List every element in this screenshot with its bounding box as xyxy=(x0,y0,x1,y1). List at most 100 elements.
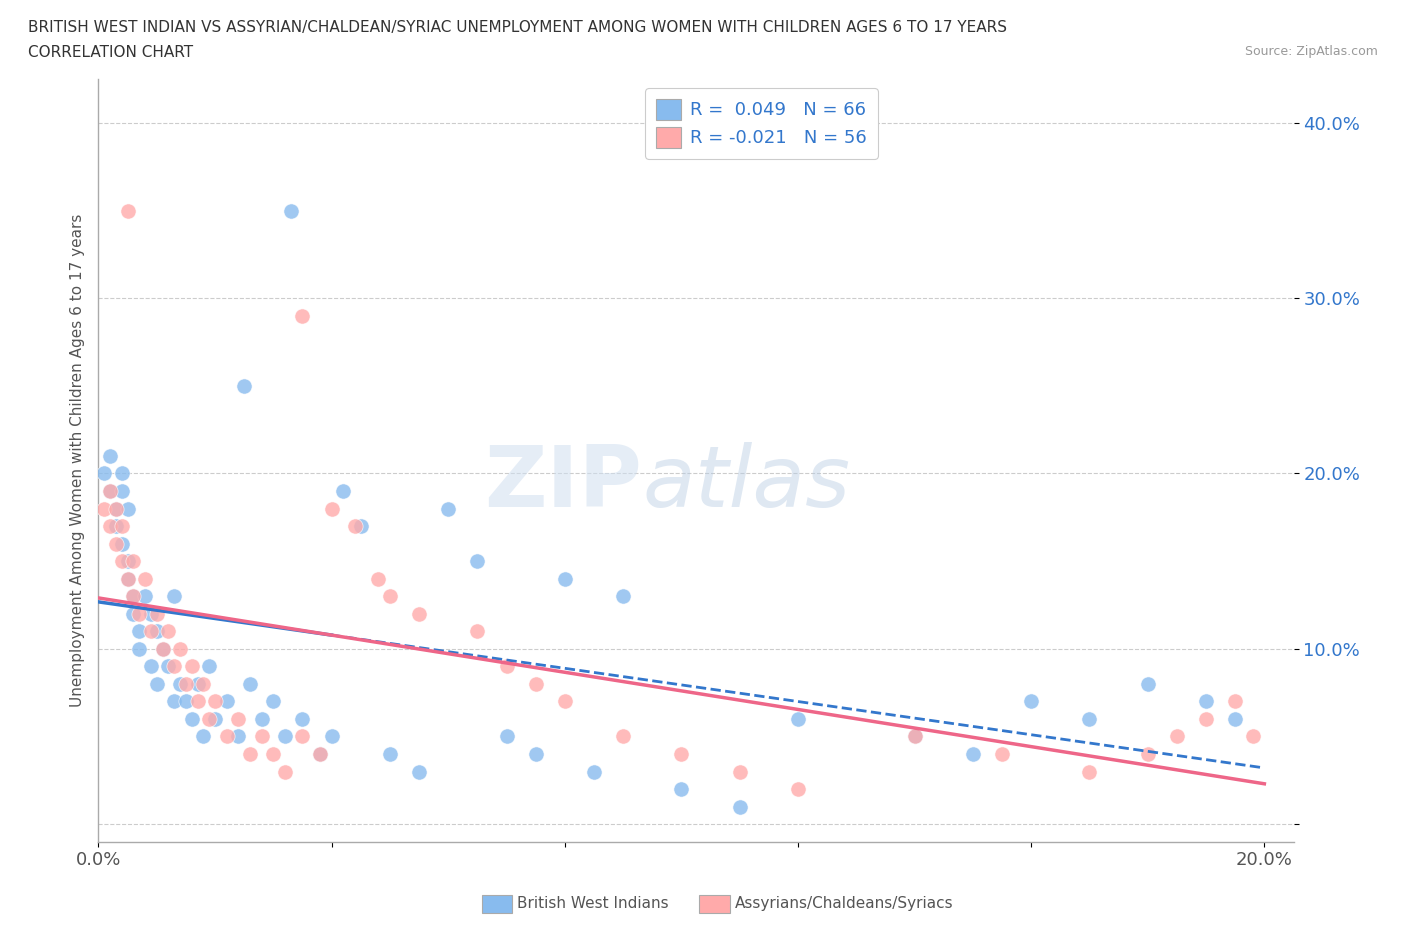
Point xyxy=(104,501,127,516)
Point xyxy=(291,729,314,744)
Point xyxy=(378,747,401,762)
Point xyxy=(408,764,430,779)
Point xyxy=(962,747,984,762)
Point xyxy=(524,747,547,762)
Point xyxy=(169,676,191,691)
Point xyxy=(1195,711,1218,726)
Point xyxy=(728,764,751,779)
Point xyxy=(1019,694,1042,709)
Point xyxy=(117,553,139,568)
Point xyxy=(169,642,191,657)
Point xyxy=(233,379,256,393)
Point xyxy=(250,711,273,726)
Point xyxy=(671,747,693,762)
Point xyxy=(1195,694,1218,709)
Point xyxy=(174,676,197,691)
Point xyxy=(145,624,167,639)
Point xyxy=(122,606,145,621)
Point xyxy=(524,676,547,691)
Point xyxy=(128,642,150,657)
Point xyxy=(117,571,139,586)
Point xyxy=(193,729,215,744)
Point xyxy=(117,501,139,516)
Point xyxy=(467,624,489,639)
Point xyxy=(991,747,1014,762)
Point xyxy=(215,729,238,744)
Point xyxy=(903,729,925,744)
Point xyxy=(321,501,343,516)
Point xyxy=(495,729,517,744)
Point xyxy=(582,764,605,779)
Point xyxy=(291,711,314,726)
Point xyxy=(98,448,121,463)
Point xyxy=(111,519,134,534)
Point xyxy=(1136,676,1159,691)
Point xyxy=(180,711,202,726)
Point xyxy=(728,799,751,814)
Point xyxy=(408,606,430,621)
Text: BRITISH WEST INDIAN VS ASSYRIAN/CHALDEAN/SYRIAC UNEMPLOYMENT AMONG WOMEN WITH CH: BRITISH WEST INDIAN VS ASSYRIAN/CHALDEAN… xyxy=(28,20,1007,35)
Point xyxy=(274,729,297,744)
Point xyxy=(321,729,343,744)
Point xyxy=(198,658,221,673)
Point xyxy=(111,553,134,568)
Point xyxy=(122,553,145,568)
Point xyxy=(98,484,121,498)
Point xyxy=(163,589,186,604)
Point xyxy=(152,642,174,657)
Point xyxy=(787,711,810,726)
Point xyxy=(193,676,215,691)
Point xyxy=(612,589,634,604)
Point xyxy=(239,676,262,691)
Point xyxy=(554,571,576,586)
Point xyxy=(163,658,186,673)
Point xyxy=(111,537,134,551)
Text: atlas: atlas xyxy=(643,442,851,525)
Legend: R =  0.049   N = 66, R = -0.021   N = 56: R = 0.049 N = 66, R = -0.021 N = 56 xyxy=(645,88,879,159)
Point xyxy=(139,624,162,639)
Point xyxy=(309,747,332,762)
Point xyxy=(104,501,127,516)
Point xyxy=(309,747,332,762)
Point xyxy=(93,501,115,516)
Point xyxy=(128,606,150,621)
Point xyxy=(122,589,145,604)
Point xyxy=(343,519,366,534)
Point xyxy=(111,466,134,481)
Point xyxy=(157,658,180,673)
Point xyxy=(787,781,810,796)
Point xyxy=(145,676,167,691)
Y-axis label: Unemployment Among Women with Children Ages 6 to 17 years: Unemployment Among Women with Children A… xyxy=(69,214,84,707)
Point xyxy=(111,484,134,498)
Point xyxy=(134,571,156,586)
Text: Assyrians/Chaldeans/Syriacs: Assyrians/Chaldeans/Syriacs xyxy=(734,897,953,911)
Point xyxy=(1136,747,1159,762)
Point xyxy=(180,658,202,673)
Point xyxy=(215,694,238,709)
Point xyxy=(152,642,174,657)
Text: Source: ZipAtlas.com: Source: ZipAtlas.com xyxy=(1244,45,1378,58)
Text: CORRELATION CHART: CORRELATION CHART xyxy=(28,45,193,60)
Point xyxy=(612,729,634,744)
Point xyxy=(332,484,354,498)
Point xyxy=(1078,711,1101,726)
Point xyxy=(157,624,180,639)
Point xyxy=(139,606,162,621)
Point xyxy=(903,729,925,744)
Point xyxy=(467,553,489,568)
Point xyxy=(1166,729,1188,744)
Point xyxy=(262,694,284,709)
Text: ZIP: ZIP xyxy=(485,442,643,525)
Point xyxy=(239,747,262,762)
Point xyxy=(228,711,250,726)
Point xyxy=(1225,711,1247,726)
Point xyxy=(122,589,145,604)
Point xyxy=(128,624,150,639)
Point xyxy=(98,484,121,498)
Text: British West Indians: British West Indians xyxy=(517,897,668,911)
Point xyxy=(1078,764,1101,779)
Point xyxy=(186,676,208,691)
Point xyxy=(98,519,121,534)
Point xyxy=(186,694,208,709)
Point xyxy=(204,711,226,726)
